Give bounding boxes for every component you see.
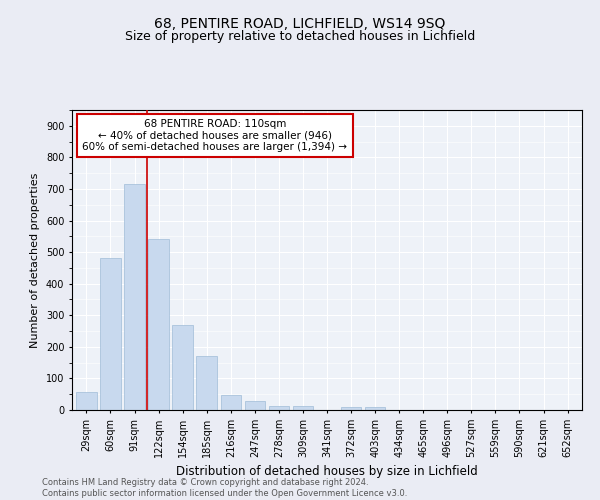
Bar <box>76 392 97 410</box>
Text: 68 PENTIRE ROAD: 110sqm
← 40% of detached houses are smaller (946)
60% of semi-d: 68 PENTIRE ROAD: 110sqm ← 40% of detache… <box>82 119 347 152</box>
Bar <box>172 324 193 410</box>
Bar <box>221 395 241 410</box>
Bar <box>341 408 361 410</box>
Bar <box>365 408 385 410</box>
Text: Contains HM Land Registry data © Crown copyright and database right 2024.
Contai: Contains HM Land Registry data © Crown c… <box>42 478 407 498</box>
Bar <box>269 406 289 410</box>
Bar <box>148 239 169 410</box>
X-axis label: Distribution of detached houses by size in Lichfield: Distribution of detached houses by size … <box>176 466 478 478</box>
Bar <box>245 400 265 410</box>
Text: 68, PENTIRE ROAD, LICHFIELD, WS14 9SQ: 68, PENTIRE ROAD, LICHFIELD, WS14 9SQ <box>154 18 446 32</box>
Bar <box>100 258 121 410</box>
Y-axis label: Number of detached properties: Number of detached properties <box>31 172 40 348</box>
Bar <box>293 406 313 410</box>
Bar <box>124 184 145 410</box>
Bar <box>196 356 217 410</box>
Text: Size of property relative to detached houses in Lichfield: Size of property relative to detached ho… <box>125 30 475 43</box>
